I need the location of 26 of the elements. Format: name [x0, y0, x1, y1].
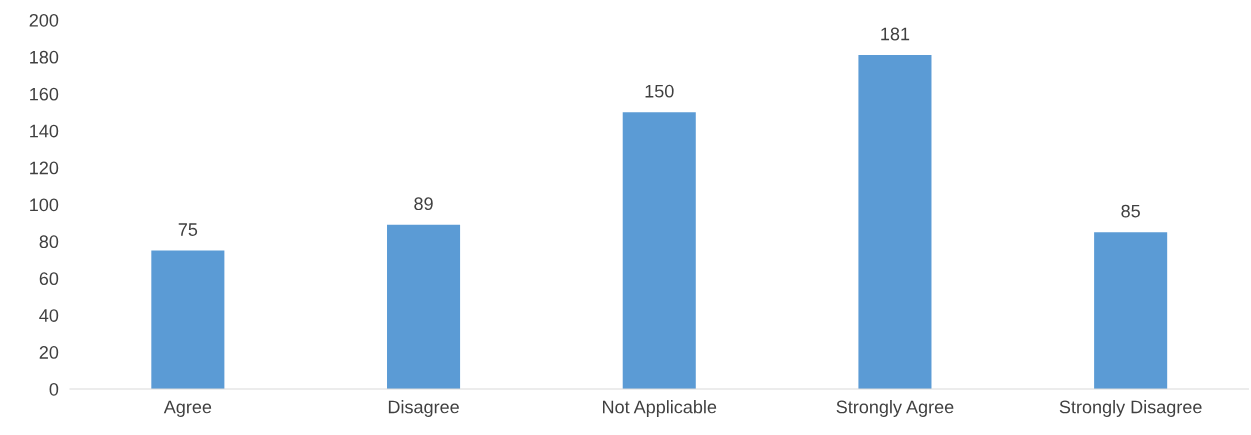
bar: [1094, 232, 1168, 389]
y-tick-label: 120: [30, 161, 59, 175]
data-label: 181: [881, 27, 910, 41]
bar: [387, 224, 461, 389]
x-tick-label: Strongly Disagree: [1059, 400, 1202, 417]
y-tick-label: 160: [30, 87, 59, 101]
x-tick-label: Not Applicable: [603, 400, 717, 417]
y-tick-label: 140: [30, 124, 59, 138]
y-tick-label: 200: [29, 13, 59, 27]
y-tick-label: 40: [39, 309, 59, 322]
data-label: 150: [645, 84, 674, 98]
y-tick-label: 80: [39, 235, 59, 249]
bar: [858, 55, 932, 389]
x-tick-label: Strongly Agree: [836, 400, 954, 417]
bar: [622, 112, 696, 389]
bar: [151, 250, 225, 389]
y-tick-label: 60: [39, 272, 59, 286]
y-tick-label: 20: [39, 346, 59, 359]
data-label: 85: [1121, 204, 1140, 218]
data-label: 75: [178, 223, 198, 236]
x-tick-label: Agree: [163, 400, 212, 417]
y-tick-label: 180: [30, 50, 59, 64]
x-tick-label: Disagree: [388, 400, 459, 417]
y-tick-label: 100: [30, 198, 59, 212]
data-label: 89: [414, 197, 433, 211]
y-tick-label: 0: [49, 382, 59, 396]
